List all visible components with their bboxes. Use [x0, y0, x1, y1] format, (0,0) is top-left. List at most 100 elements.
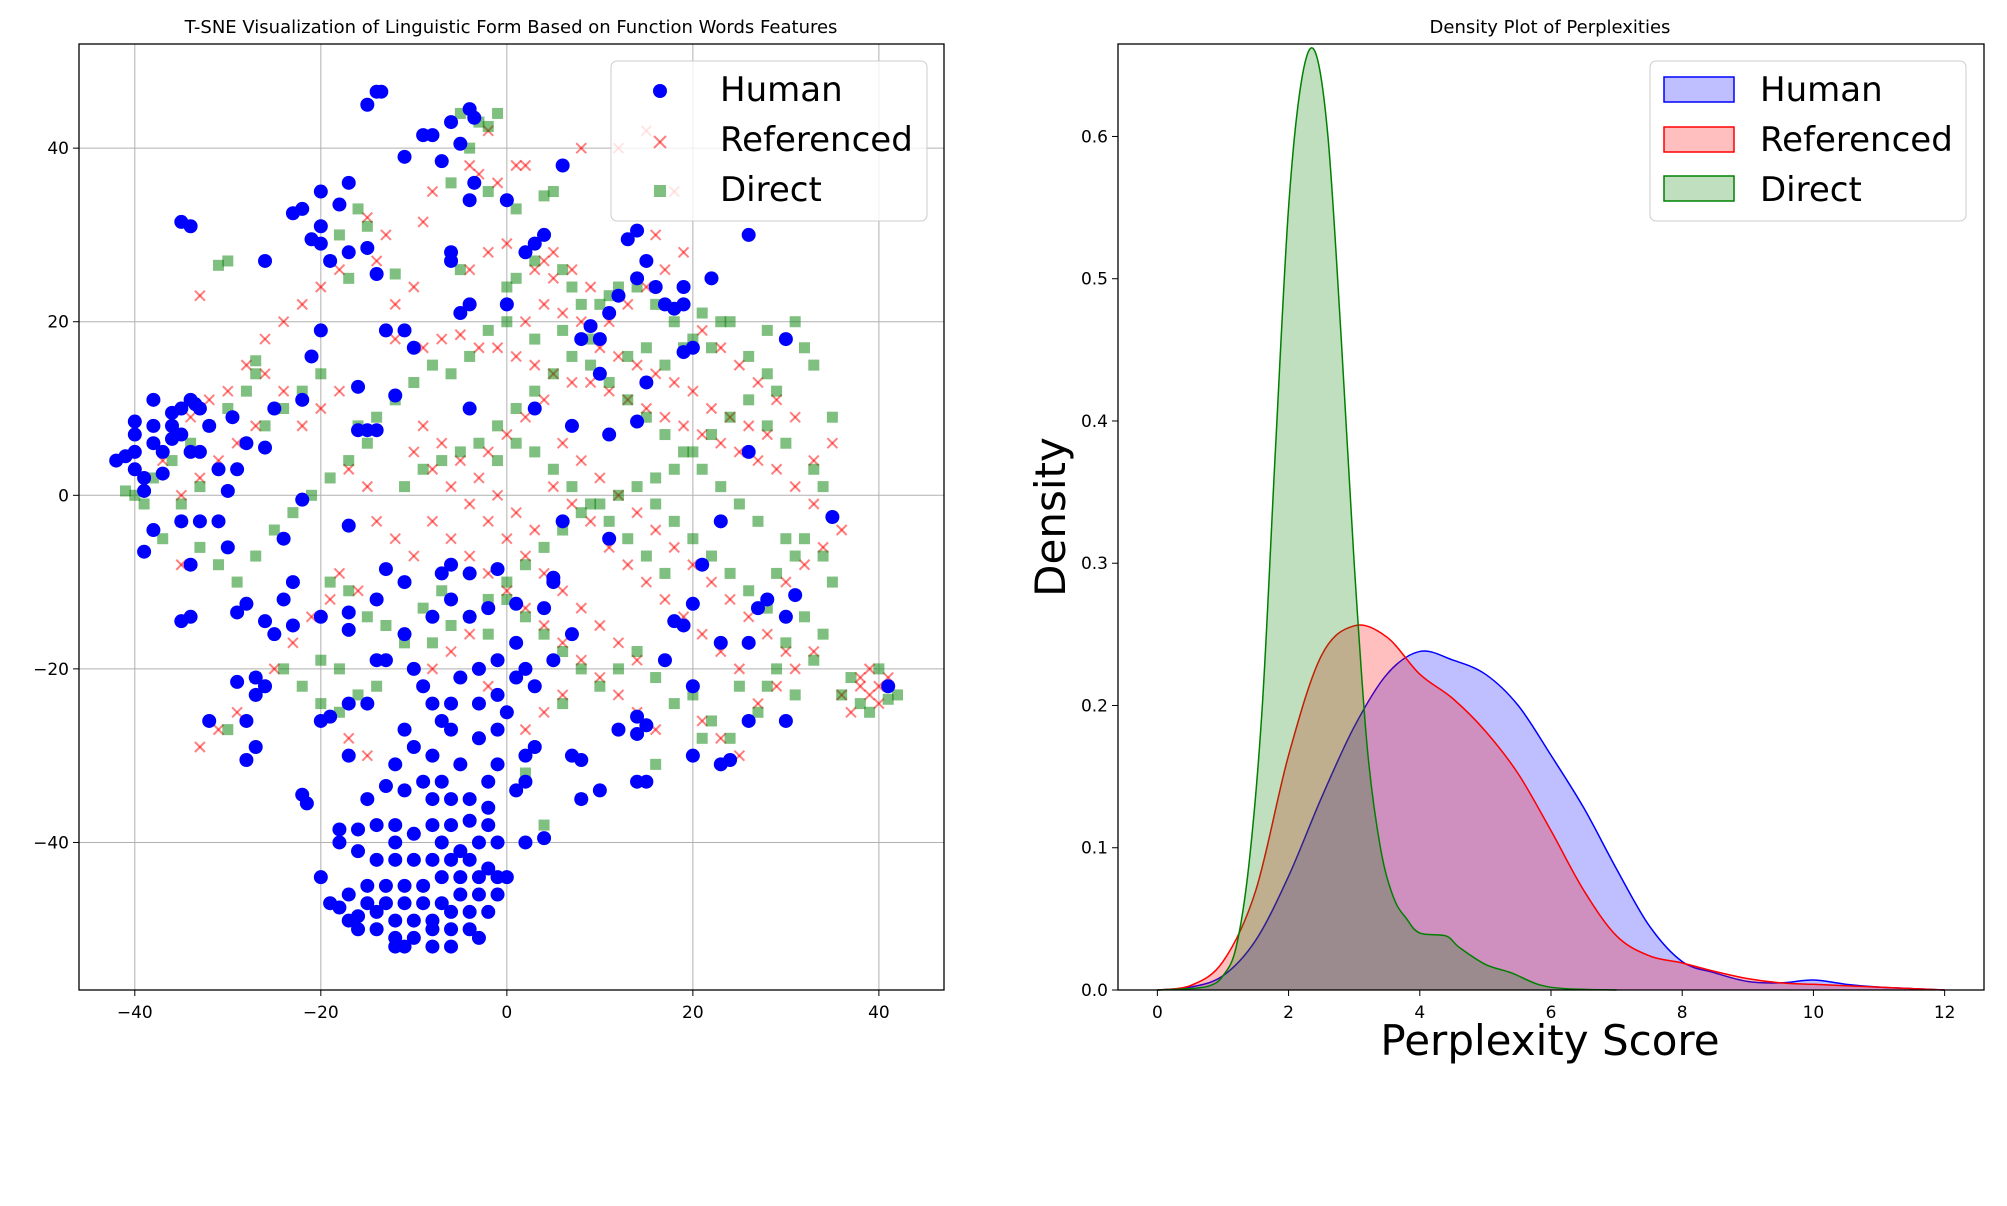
human-point: [499, 193, 514, 208]
human-point: [434, 835, 449, 850]
human-point: [388, 913, 403, 928]
referenced-point: [622, 298, 634, 311]
direct-point: [492, 420, 504, 432]
referenced-point: [556, 307, 569, 319]
human-point: [825, 510, 840, 524]
direct-point: [166, 455, 178, 467]
referenced-point: [296, 420, 308, 432]
direct-point: [492, 455, 504, 467]
direct-point: [743, 585, 755, 597]
referenced-point: [277, 385, 290, 397]
human-point: [481, 861, 496, 876]
human-point: [462, 792, 477, 807]
human-point: [239, 436, 254, 451]
tsne-ytick-label: 40: [47, 139, 69, 159]
human-point: [713, 635, 728, 650]
direct-point: [445, 368, 457, 380]
direct-point: [445, 177, 457, 189]
direct-point: [612, 281, 624, 293]
referenced-point: [556, 585, 569, 597]
density-series-human: [1157, 650, 1945, 991]
human-point: [341, 245, 356, 260]
human-point: [518, 774, 533, 789]
human-point: [397, 878, 412, 893]
referenced-point: [612, 637, 625, 649]
density-xtick-label: 12: [1934, 1003, 1956, 1023]
referenced-point: [361, 480, 374, 493]
human-point: [323, 253, 338, 268]
human-point: [378, 653, 393, 668]
referenced-point: [845, 706, 857, 718]
referenced-point: [473, 342, 485, 354]
referenced-point: [203, 394, 215, 406]
referenced-point: [473, 472, 485, 484]
human-point: [453, 670, 468, 685]
tsne-ytick-label: −20: [33, 660, 69, 680]
referenced-point: [231, 706, 243, 718]
human-point: [416, 679, 431, 694]
direct-point: [798, 342, 810, 354]
direct-point: [668, 316, 680, 328]
human-point: [351, 822, 366, 837]
density-xtick-label: 2: [1283, 1003, 1294, 1023]
direct-point: [185, 437, 197, 449]
referenced-point: [789, 480, 801, 493]
human-point: [397, 627, 412, 642]
density-area-direct: [1157, 47, 1617, 991]
direct-point: [817, 628, 829, 640]
density-legend-referenced-patch: [1663, 126, 1735, 153]
human-point: [676, 280, 691, 295]
referenced-point: [742, 611, 755, 623]
referenced-point: [268, 663, 281, 675]
human-point: [267, 627, 282, 642]
referenced-point: [426, 515, 439, 528]
human-point: [416, 896, 431, 911]
density-area-human: [1157, 650, 1945, 990]
human-point: [341, 696, 356, 711]
direct-point: [519, 767, 531, 779]
human-point: [425, 128, 440, 143]
human-point: [620, 232, 635, 247]
referenced-point: [370, 515, 383, 528]
human-point: [425, 852, 440, 867]
direct-point: [780, 533, 792, 545]
human-point: [537, 227, 552, 242]
human-point: [453, 887, 468, 902]
direct-point: [557, 524, 569, 536]
human-point: [369, 852, 384, 867]
human-point: [406, 340, 421, 355]
human-point: [239, 753, 254, 768]
tsne-title: T-SNE Visualization of Linguistic Form B…: [184, 17, 838, 38]
human-point: [434, 154, 449, 169]
direct-point: [324, 472, 336, 484]
direct-point: [259, 420, 271, 432]
human-point: [360, 97, 375, 112]
referenced-point: [426, 185, 439, 198]
human-point: [248, 670, 263, 685]
referenced-point: [259, 368, 271, 380]
direct-point: [417, 602, 429, 614]
referenced-point: [566, 498, 578, 510]
human-point: [285, 206, 300, 221]
direct-point: [752, 515, 764, 527]
direct-point: [585, 359, 597, 371]
human-point: [406, 661, 421, 676]
tsne-legend-direct-label: Direct: [720, 170, 822, 210]
referenced-point: [715, 342, 727, 354]
human-point: [760, 592, 775, 607]
density-area-referenced: [1157, 625, 1945, 990]
referenced-point: [333, 385, 346, 397]
direct-point: [566, 481, 578, 493]
human-point: [444, 852, 459, 867]
human-point: [360, 696, 375, 711]
human-point: [434, 896, 449, 911]
human-point: [592, 332, 607, 347]
direct-point: [482, 120, 494, 132]
human-point: [462, 609, 477, 624]
direct-point: [622, 350, 634, 362]
direct-point: [761, 602, 773, 614]
direct-point: [333, 706, 345, 718]
human-point: [378, 323, 393, 338]
human-point: [471, 870, 486, 885]
referenced-point: [222, 385, 234, 397]
